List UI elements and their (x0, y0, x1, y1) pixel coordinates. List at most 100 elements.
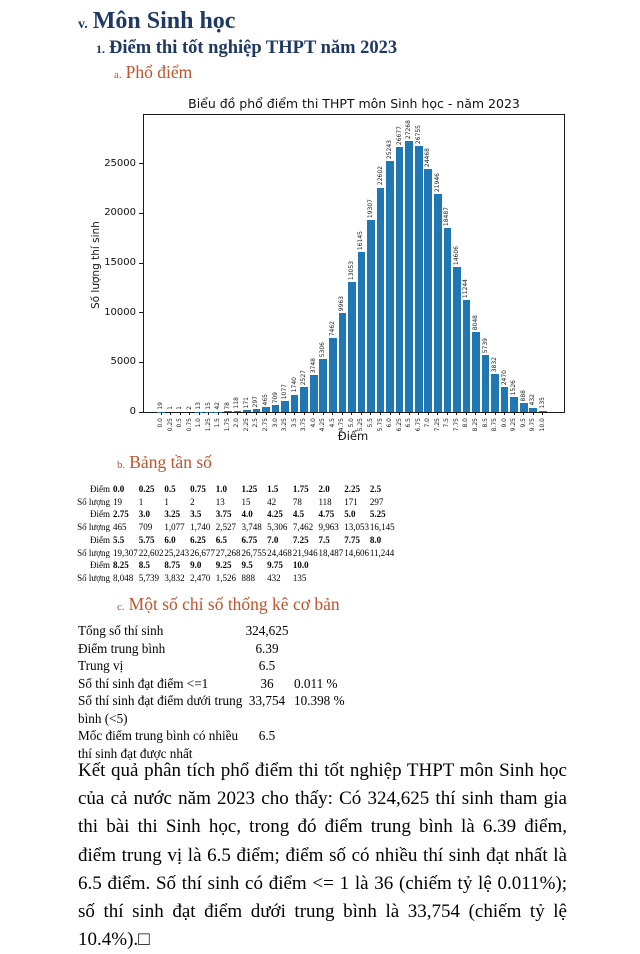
freq-cell: 5.0 (344, 508, 370, 521)
freq-cell: 42 (267, 496, 293, 509)
histogram-bar (281, 401, 289, 412)
y-tick-label: 0 (96, 406, 136, 417)
freq-cell (344, 572, 370, 585)
subheading-letter-c: c. (117, 601, 125, 613)
x-tick-mark (542, 412, 543, 415)
bar-value-label: 709 (272, 392, 280, 403)
freq-cell: 8.0 (370, 534, 396, 547)
x-tick-mark (504, 412, 505, 415)
bar-value-label: 78 (224, 402, 232, 410)
histogram-bar (319, 359, 327, 412)
x-tick-mark (170, 412, 171, 415)
subheading-title-b: Bảng tần số (129, 452, 212, 472)
stat-percent: 10.398 % (290, 692, 380, 710)
freq-cell: 11,244 (370, 547, 396, 560)
freq-cell: 1.0 (216, 483, 242, 496)
histogram-bar (520, 403, 528, 412)
bar-value-label: 18487 (443, 207, 451, 226)
x-tick-mark (466, 412, 467, 415)
bar-value-label: 9963 (338, 296, 346, 311)
histogram-bar (310, 375, 318, 412)
freq-cell: 8.25 (113, 559, 139, 572)
freq-cell: 9.0 (190, 559, 216, 572)
x-tick-label: 1.0 (195, 418, 203, 428)
x-tick-mark (437, 412, 438, 415)
freq-cell: 135 (293, 572, 319, 585)
histogram-bar (444, 228, 452, 412)
x-tick-label: 2.0 (233, 418, 241, 428)
bar-value-label: 42 (214, 402, 222, 410)
section-title: Môn Sinh học (93, 8, 236, 34)
stat-value: 36 (244, 675, 290, 693)
x-tick-mark (533, 412, 534, 415)
bar-value-label: 2470 (501, 370, 509, 385)
bar-value-label: 2527 (300, 370, 308, 385)
freq-cell: 24,468 (267, 547, 293, 560)
bar-value-label: 13053 (348, 261, 356, 280)
freq-cell: 3,832 (164, 572, 190, 585)
bar-value-label: 11244 (462, 279, 470, 298)
subsection-heading-diem-thi: 1.Điểm thi tốt nghiệp THPT năm 2023 (96, 38, 397, 59)
freq-cell: 465 (113, 521, 139, 534)
section-number: v. (78, 17, 88, 32)
stat-label: Số thí sinh đạt điểm <=1 (78, 675, 244, 693)
histogram-bar (482, 355, 490, 412)
x-tick-label: 7.5 (443, 418, 451, 428)
freq-cell: 13 (216, 496, 242, 509)
histogram-bar (396, 147, 404, 412)
x-tick-mark (237, 412, 238, 415)
x-tick-label: 5.5 (367, 418, 375, 428)
freq-cell: 2,470 (190, 572, 216, 585)
bar-value-label: 3832 (491, 357, 499, 372)
freq-cell (344, 559, 370, 572)
section-heading-mon-sinh-hoc: v. Môn Sinh học (78, 8, 235, 35)
bar-value-label: 888 (520, 390, 528, 401)
freq-cell: 8.75 (164, 559, 190, 572)
freq-cell: 5,739 (139, 572, 165, 585)
freq-cell: 9,963 (319, 521, 345, 534)
freq-cell: 21,946 (293, 547, 319, 560)
bar-value-label: 1 (167, 406, 175, 410)
plot-area: Biểu đồ phổ điểm thi THPT môn Sinh học -… (143, 114, 565, 413)
x-tick-label: 6.0 (386, 418, 394, 428)
freq-cell: 7.75 (344, 534, 370, 547)
stat-label: Số thí sinh đạt điểm dưới trung bình (<5… (78, 692, 244, 727)
histogram-bar (415, 146, 423, 412)
histogram-bar (377, 188, 385, 413)
x-tick-label: 0.0 (157, 418, 165, 428)
histogram-bar (405, 141, 413, 412)
freq-cell: 26,677 (190, 547, 216, 560)
x-tick-mark (514, 412, 515, 415)
stat-value: 324,625 (244, 622, 290, 640)
freq-cell: 9.75 (267, 559, 293, 572)
histogram-bar (424, 169, 432, 412)
x-tick-mark (323, 412, 324, 415)
x-tick-mark (180, 412, 181, 415)
bar-value-label: 118 (233, 397, 241, 408)
x-tick-mark (409, 412, 410, 415)
freq-cell: 3.0 (139, 508, 165, 521)
x-tick-mark (447, 412, 448, 415)
histogram-bar (386, 161, 394, 412)
bar-value-label: 135 (539, 397, 547, 408)
freq-cell: 2,527 (216, 521, 242, 534)
freq-cell: 5,306 (267, 521, 293, 534)
freq-cell: 1,526 (216, 572, 242, 585)
bar-value-label: 14606 (453, 246, 461, 265)
freq-cell: 5.5 (113, 534, 139, 547)
freq-cell: 25,243 (164, 547, 190, 560)
freq-cell: 297 (370, 496, 396, 509)
subheading-title-a: Phổ điểm (126, 62, 193, 82)
x-tick-mark (399, 412, 400, 415)
x-tick-label: 3.5 (291, 418, 299, 428)
histogram-bar (348, 282, 356, 412)
x-tick-mark (342, 412, 343, 415)
x-tick-mark (256, 412, 257, 415)
stat-value: 6.5 (244, 727, 290, 745)
x-tick-mark (246, 412, 247, 415)
freq-cell: 709 (139, 521, 165, 534)
